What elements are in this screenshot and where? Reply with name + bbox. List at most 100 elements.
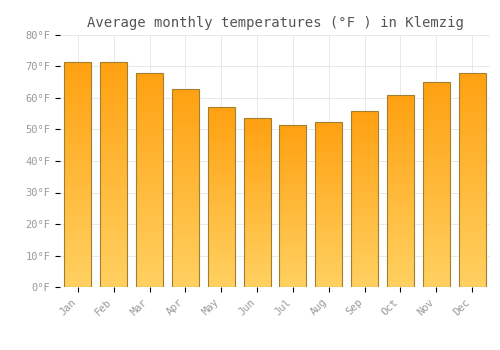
Bar (280, 210, 306, 212)
Bar (136, 250, 163, 252)
Bar (100, 267, 127, 270)
Bar (458, 225, 485, 228)
Bar (136, 73, 163, 76)
Bar (100, 172, 127, 174)
Bar (423, 85, 450, 88)
Bar (387, 210, 414, 212)
Bar (244, 148, 270, 150)
Bar (458, 89, 485, 92)
Bar (316, 171, 342, 173)
Bar (316, 202, 342, 204)
Bar (280, 277, 306, 279)
Bar (172, 232, 199, 235)
Bar (64, 79, 92, 82)
Bar (316, 281, 342, 283)
Bar (244, 175, 270, 177)
Bar (208, 170, 234, 173)
Bar (423, 123, 450, 126)
Bar (316, 186, 342, 188)
Bar (458, 78, 485, 81)
Bar (136, 215, 163, 217)
Bar (100, 110, 127, 112)
Bar (280, 188, 306, 190)
Bar (316, 256, 342, 258)
Bar (280, 281, 306, 283)
Bar (136, 233, 163, 236)
Bar (244, 177, 270, 180)
Bar (208, 186, 234, 188)
Bar (244, 129, 270, 131)
Bar (316, 177, 342, 180)
Bar (64, 197, 92, 200)
Bar (244, 262, 270, 264)
Bar (387, 280, 414, 282)
Bar (100, 281, 127, 284)
Bar (172, 161, 199, 163)
Bar (208, 141, 234, 144)
Bar (280, 141, 306, 143)
Bar (244, 192, 270, 194)
Bar (280, 147, 306, 149)
Bar (423, 192, 450, 195)
Bar (64, 87, 92, 90)
Bar (387, 268, 414, 270)
Bar (387, 119, 414, 121)
Bar (136, 188, 163, 191)
Bar (244, 133, 270, 135)
Bar (316, 250, 342, 252)
Bar (172, 148, 199, 150)
Bar (136, 206, 163, 209)
Bar (64, 228, 92, 231)
Bar (136, 94, 163, 97)
Bar (244, 186, 270, 188)
Bar (458, 140, 485, 142)
Bar (458, 92, 485, 94)
Bar (64, 256, 92, 259)
Bar (244, 125, 270, 127)
Bar (208, 123, 234, 125)
Bar (244, 146, 270, 148)
Bar (136, 89, 163, 92)
Bar (458, 255, 485, 258)
Bar (280, 234, 306, 236)
Bar (280, 177, 306, 180)
Bar (172, 104, 199, 106)
Bar (208, 128, 234, 130)
Bar (458, 212, 485, 215)
Bar (280, 159, 306, 161)
Bar (172, 143, 199, 146)
Bar (100, 276, 127, 279)
Bar (64, 98, 92, 101)
Bar (64, 110, 92, 112)
Bar (172, 91, 199, 93)
Bar (172, 282, 199, 285)
Bar (136, 193, 163, 196)
Bar (351, 223, 378, 225)
Bar (387, 229, 414, 232)
Bar (244, 171, 270, 173)
Bar (244, 219, 270, 222)
Bar (64, 242, 92, 245)
Bar (64, 273, 92, 276)
Bar (423, 182, 450, 184)
Bar (458, 153, 485, 156)
Bar (316, 144, 342, 146)
Bar (458, 167, 485, 169)
Bar (423, 105, 450, 108)
Bar (351, 263, 378, 265)
Bar (172, 89, 199, 287)
Bar (208, 242, 234, 244)
Bar (280, 214, 306, 216)
Bar (208, 148, 234, 150)
Bar (172, 240, 199, 242)
Bar (136, 236, 163, 239)
Bar (458, 124, 485, 126)
Bar (423, 208, 450, 210)
Bar (136, 201, 163, 204)
Bar (423, 100, 450, 103)
Bar (351, 124, 378, 126)
Bar (458, 81, 485, 84)
Bar (100, 144, 127, 146)
Bar (280, 196, 306, 198)
Bar (208, 175, 234, 177)
